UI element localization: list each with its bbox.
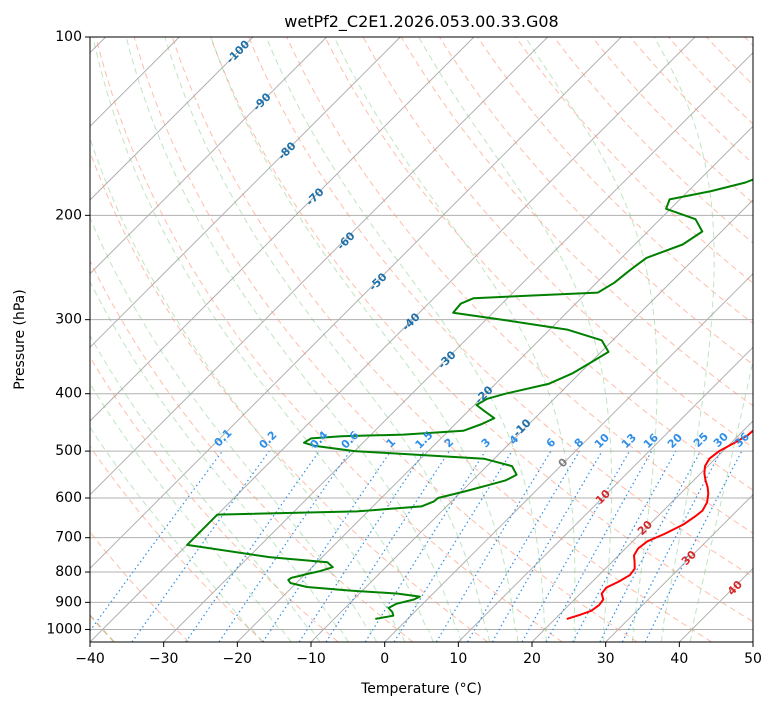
y-tick-label: 1000 bbox=[46, 621, 82, 637]
moist-adiabat bbox=[125, 37, 462, 642]
dry-adiabat bbox=[90, 259, 414, 642]
moist-adiabat bbox=[90, 334, 321, 642]
y-tick-label: 300 bbox=[55, 312, 82, 328]
plot-frame bbox=[89, 36, 754, 643]
x-tick-label: 20 bbox=[523, 651, 541, 667]
y-tick-label: 500 bbox=[55, 443, 82, 459]
moist-adiabat bbox=[418, 37, 613, 642]
dry-adiabat bbox=[591, 37, 753, 204]
y-axis-label: Pressure (hPa) bbox=[12, 289, 28, 389]
y-tick-label: 900 bbox=[55, 594, 82, 610]
mixing-ratio-line bbox=[545, 450, 653, 642]
mixing-ratio-line bbox=[90, 450, 223, 632]
moist-adiabat bbox=[524, 37, 658, 642]
dry-adiabat bbox=[95, 37, 563, 642]
moist-adiabat bbox=[164, 37, 490, 642]
x-tick-label: 50 bbox=[744, 651, 762, 667]
isotherm-line bbox=[90, 37, 622, 570]
dry-adiabat bbox=[90, 445, 264, 642]
isobar-grid bbox=[90, 37, 753, 630]
dry-adiabat bbox=[248, 37, 753, 578]
moist-adiabat bbox=[265, 37, 547, 642]
series-line-1 bbox=[186, 178, 753, 620]
x-axis-ticks: −40 −30 −20 −10 0 10 20 30 40 50 bbox=[75, 642, 762, 667]
dry-adiabat-lines bbox=[90, 37, 753, 642]
y-tick-label: 200 bbox=[55, 207, 82, 223]
mixing-ratio-line bbox=[185, 450, 320, 642]
moist-adiabat bbox=[653, 37, 715, 642]
y-tick-label: 100 bbox=[55, 29, 82, 45]
isotherm-line bbox=[384, 272, 753, 642]
mixing-ratio-line bbox=[364, 450, 486, 642]
moist-adiabat bbox=[210, 37, 519, 642]
mixing-ratio-line bbox=[298, 450, 425, 642]
y-tick-label: 800 bbox=[55, 564, 82, 580]
x-tick-label: 40 bbox=[670, 651, 688, 667]
isotherm-line bbox=[90, 37, 475, 422]
x-axis-label: Temperature (°C) bbox=[360, 681, 482, 697]
isotherm-line bbox=[605, 493, 753, 642]
x-tick-label: −30 bbox=[149, 651, 179, 667]
mixing-ratio-line bbox=[325, 450, 450, 642]
x-tick-label: −20 bbox=[223, 651, 253, 667]
isotherm-line bbox=[531, 420, 753, 642]
x-tick-label: −40 bbox=[75, 651, 105, 667]
series-line-0 bbox=[566, 429, 753, 620]
dry-adiabat bbox=[171, 37, 712, 642]
dry-adiabat bbox=[324, 37, 753, 491]
dry-adiabat bbox=[133, 37, 638, 642]
isotherm-line bbox=[236, 125, 753, 642]
isotherm-line bbox=[90, 37, 549, 496]
mixing-ratio-line bbox=[466, 450, 580, 642]
moist-adiabat bbox=[333, 37, 576, 642]
moist-adiabat bbox=[90, 382, 292, 642]
mixing-ratio-line bbox=[393, 450, 513, 642]
x-tick-label: −10 bbox=[296, 651, 326, 667]
y-tick-label: 700 bbox=[55, 530, 82, 546]
mixing-ratio-line bbox=[572, 450, 677, 642]
y-axis-ticks: 100 200 300 400 500 600 700 800 900 1000 bbox=[46, 29, 90, 637]
mixing-ratio-line bbox=[435, 450, 552, 642]
moist-adiabat-lines bbox=[90, 37, 753, 642]
dry-adiabat bbox=[400, 37, 753, 407]
moist-adiabat bbox=[689, 358, 753, 642]
isotherm-line bbox=[90, 37, 328, 275]
mixing-ratio-line bbox=[491, 450, 603, 642]
dry-adiabat bbox=[515, 37, 753, 284]
moist-adiabat bbox=[90, 216, 378, 642]
isotherm-line bbox=[90, 37, 254, 201]
dry-adiabat bbox=[477, 37, 753, 325]
x-tick-label: 10 bbox=[449, 651, 467, 667]
dry-adiabat bbox=[362, 37, 753, 449]
isotherm-line bbox=[90, 37, 401, 349]
sounding-series bbox=[186, 178, 753, 620]
moist-adiabat bbox=[92, 37, 434, 642]
chart-title: wetPf2_C2E1.2026.053.00.33.G08 bbox=[284, 12, 558, 32]
isotherm-line bbox=[457, 346, 753, 642]
y-tick-label: 600 bbox=[55, 490, 82, 506]
moist-adiabat bbox=[90, 136, 406, 642]
dry-adiabat bbox=[629, 37, 753, 165]
x-tick-label: 0 bbox=[380, 651, 389, 667]
mixing-ratio-line bbox=[521, 450, 631, 642]
isotherm-line bbox=[163, 51, 753, 642]
y-tick-label: 400 bbox=[55, 386, 82, 402]
dry-adiabat bbox=[210, 37, 753, 623]
moist-adiabat bbox=[90, 426, 263, 642]
x-tick-label: 30 bbox=[597, 651, 615, 667]
